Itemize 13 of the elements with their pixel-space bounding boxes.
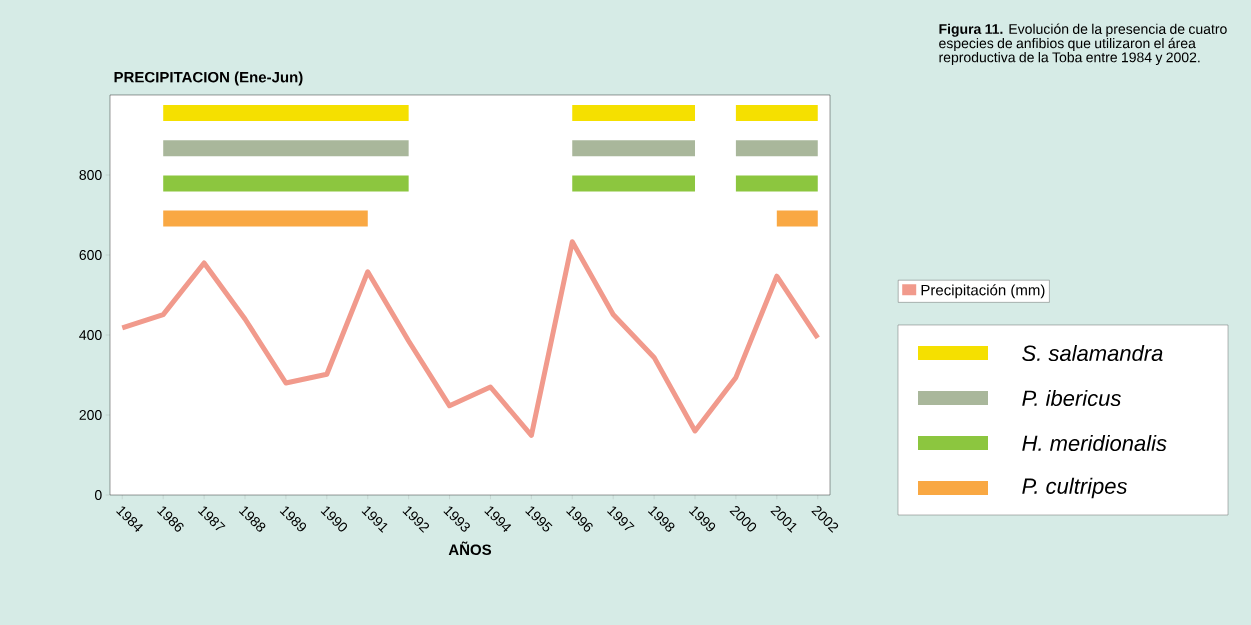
chart-title: PRECIPITACION (Ene-Jun) <box>114 71 303 86</box>
text: Figura 11. Evolución de la presencia de cuatro especies de anfibios que utilizaron el área reproductiva de la Toba entre 1984 y 2002. <box>939 23 1227 66</box>
y-tick-label: 400 <box>79 330 102 340</box>
x-axis-title: AÑOS <box>448 541 492 556</box>
legend-label: P. cultripes <box>1022 477 1128 499</box>
y-tick-label: 600 <box>79 250 102 260</box>
legend-label: Precipitación (mm) <box>921 284 1045 299</box>
y-tick-label: 200 <box>79 410 102 420</box>
y-tick-label: 800 <box>79 170 102 180</box>
legend-label: P. ibericus <box>1022 389 1121 407</box>
y-tick-label: 0 <box>94 490 102 500</box>
legend-label: H. meridionalis <box>1022 434 1167 452</box>
legend-label: S. salamandra <box>1022 344 1163 362</box>
